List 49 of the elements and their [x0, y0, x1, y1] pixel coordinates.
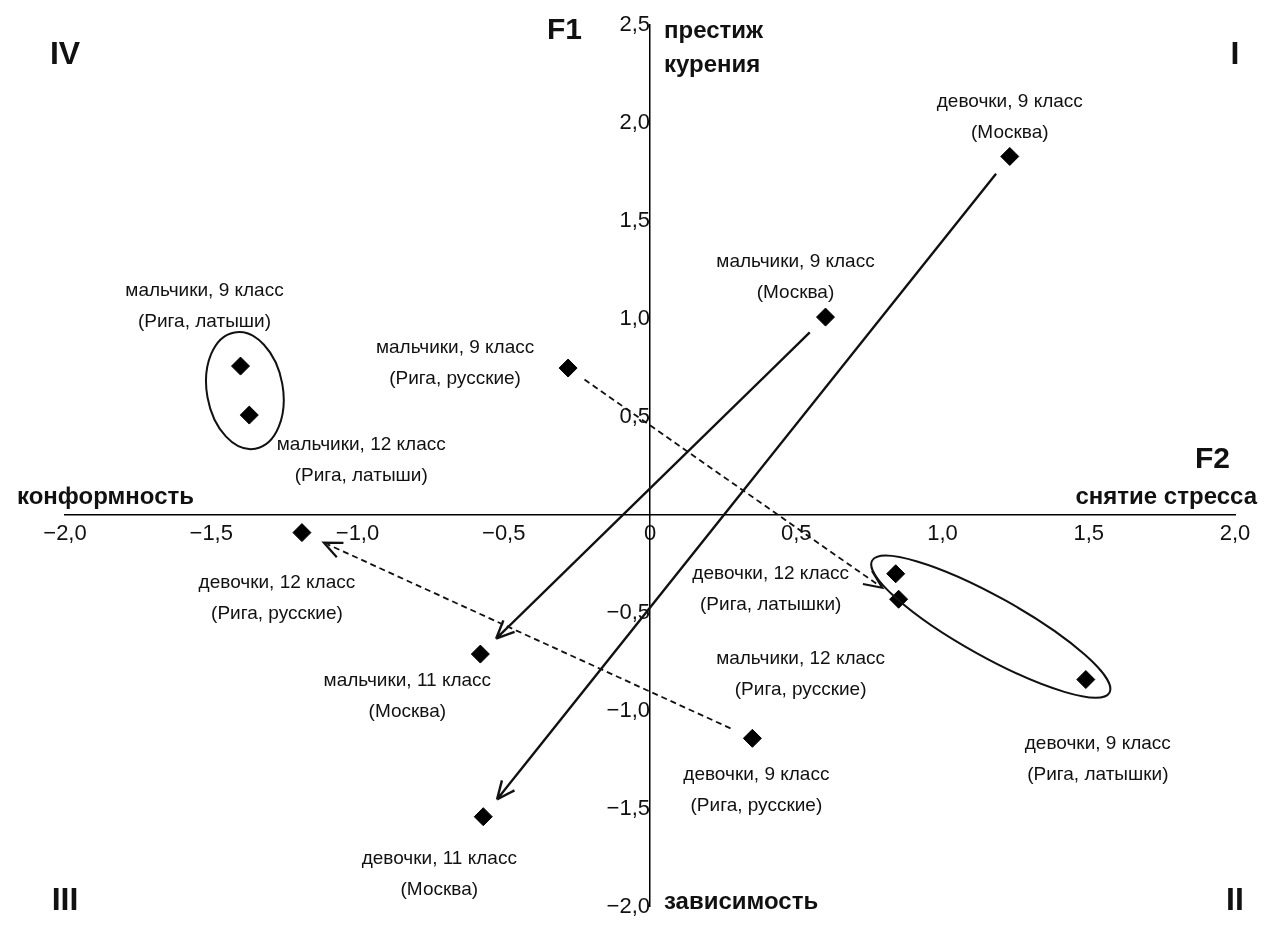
- point: [292, 523, 312, 543]
- x-tick-label: −1,0: [335, 520, 380, 546]
- y-tick-label: 2,5: [619, 11, 650, 37]
- x-axis-title: F2: [1194, 441, 1230, 475]
- x-tick-label: 2,0: [1219, 520, 1251, 546]
- point: [816, 307, 835, 327]
- annotation: мальчики, 9 класс (Рига, русские): [375, 336, 535, 389]
- annotation: II: [1226, 880, 1244, 917]
- annotation: девочки, 12 класс (Рига, латышки): [692, 561, 850, 614]
- annotation: девочки, 9 класс (Рига, русские): [683, 762, 830, 815]
- annotation: престиж курения: [664, 15, 765, 77]
- x-tick-label: −1,5: [189, 520, 233, 546]
- annotation: девочки, 9 класс (Москва): [936, 89, 1083, 142]
- y-tick-label: −1,5: [606, 794, 650, 820]
- x-tick-label: 1,0: [927, 520, 958, 546]
- annotation: мальчики, 12 класс (Рига, русские): [716, 647, 886, 700]
- point: [231, 356, 250, 376]
- annotation: мальчики, 11 класс (Москва): [323, 669, 492, 722]
- y-tick-label: −2,0: [606, 892, 650, 918]
- x-tick-label: 1,5: [1073, 520, 1105, 546]
- x-tick-label: 0,5: [780, 520, 812, 546]
- point: [742, 728, 762, 748]
- annotation: IV: [49, 35, 81, 72]
- y-tick-label: 1,5: [619, 207, 650, 233]
- point: [239, 405, 259, 425]
- annotation: снятие стресса: [1075, 481, 1258, 509]
- annotation: девочки, 11 класс (Москва): [361, 846, 517, 899]
- annotation: мальчики, 12 класс (Рига, латыши): [276, 433, 446, 486]
- point: [886, 564, 906, 584]
- annotation: конформность: [17, 481, 194, 509]
- y-tick-label: 0,5: [619, 403, 650, 429]
- point: [470, 644, 490, 664]
- annotation: девочки, 9 класс (Рига, латышки): [1024, 731, 1171, 784]
- annotation: зависимость: [664, 887, 819, 915]
- y-tick-label: 1,0: [619, 305, 650, 331]
- annotation: мальчики, 9 класс (Москва): [716, 250, 875, 303]
- y-axis-title: F1: [546, 12, 582, 46]
- point: [558, 358, 578, 378]
- annotation: III: [51, 880, 79, 917]
- y-tick-label: −1,0: [606, 696, 650, 722]
- y-tick-label: 2,0: [619, 109, 650, 135]
- x-tick-label: −2,0: [43, 520, 87, 546]
- annotation: мальчики, 9 класс (Рига, латыши): [125, 279, 284, 332]
- point: [1000, 146, 1020, 166]
- point: [473, 807, 493, 827]
- annotation: I: [1230, 35, 1240, 72]
- x-tick-label: −0,5: [482, 520, 526, 546]
- point: [1076, 670, 1096, 690]
- annotation: девочки, 12 класс (Рига, русские): [198, 570, 356, 623]
